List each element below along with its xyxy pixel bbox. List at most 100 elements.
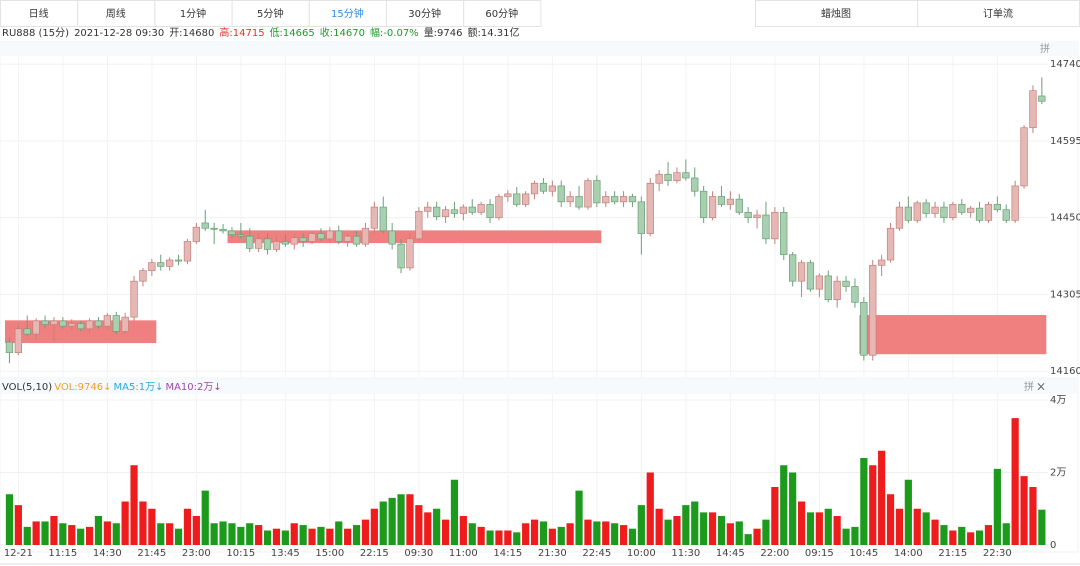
candle-body — [637, 201, 645, 234]
volume-bar — [50, 516, 58, 545]
volume-bar — [904, 479, 912, 545]
candle-body — [290, 237, 298, 245]
candle-body — [23, 328, 31, 335]
candle-body — [886, 227, 895, 261]
candle-body — [664, 173, 672, 181]
volume-bar — [219, 521, 227, 545]
panel-icon[interactable]: 拼 — [1024, 380, 1034, 393]
candle-body — [272, 241, 281, 250]
tab[interactable]: 订单流 — [917, 0, 1080, 27]
volume-bar — [566, 523, 574, 545]
candle-body — [210, 227, 218, 230]
volume-bar — [557, 526, 565, 545]
candle-body — [1002, 209, 1010, 221]
volume-bar — [726, 523, 734, 545]
y-tick-label: 14450 — [1050, 213, 1080, 224]
y-tick-label: 14305 — [1050, 289, 1080, 300]
volume-bar — [14, 505, 22, 545]
volume-bar — [504, 530, 512, 545]
volume-bar — [344, 528, 352, 545]
volume-bar — [522, 523, 530, 545]
volume-bar — [949, 530, 957, 545]
candle-body — [14, 328, 23, 353]
candle-body — [335, 230, 343, 242]
tab-background — [0, 0, 79, 27]
volume-bar — [602, 521, 610, 545]
tab[interactable]: 15分钟 — [308, 0, 387, 27]
volume-bar — [1002, 523, 1010, 545]
info-item: VOL(5,10) — [2, 382, 52, 393]
candle-body — [468, 206, 476, 213]
volume-bar — [450, 479, 459, 545]
candle-body — [459, 206, 467, 214]
candle-body — [619, 196, 628, 203]
candle-body — [699, 190, 708, 219]
x-tick-label: 22:45 — [582, 548, 611, 559]
volume-bar — [201, 490, 209, 545]
tab-background — [308, 0, 387, 27]
candle-body — [717, 196, 726, 205]
volume-bar — [637, 505, 645, 545]
x-tick-label: 11:30 — [671, 548, 700, 559]
candle-body — [566, 196, 574, 203]
tab-background — [77, 0, 156, 27]
candle-body — [646, 182, 654, 234]
volume-bar — [370, 508, 378, 545]
zone — [859, 315, 1047, 355]
volume-bar — [59, 523, 67, 545]
y-tick-label: 0 — [1050, 540, 1056, 551]
tab[interactable]: 1分钟 — [154, 0, 233, 27]
close-icon[interactable]: × — [1036, 380, 1046, 394]
panel-icon[interactable]: 拼 — [1040, 42, 1050, 55]
tab[interactable]: 60分钟 — [463, 0, 542, 27]
x-tick-label: 21:15 — [938, 548, 967, 559]
volume-bar — [379, 501, 387, 545]
candle-body — [691, 177, 699, 192]
candle-body — [940, 206, 948, 219]
x-tick-label: 22:30 — [983, 548, 1012, 559]
info-item: 2021-12-28 09:30 — [74, 28, 164, 39]
volume-bar — [397, 494, 405, 545]
volume-bar — [130, 465, 138, 545]
candle-body — [833, 280, 841, 301]
tab-background — [755, 0, 918, 27]
candle-body — [121, 316, 129, 332]
volume-bar — [424, 512, 432, 545]
volume-bar — [281, 530, 289, 545]
tab[interactable]: 30分钟 — [386, 0, 465, 27]
volume-bar — [166, 523, 174, 545]
volume-bar — [993, 468, 1001, 545]
volume-bar — [85, 526, 94, 545]
candle-body — [726, 198, 734, 205]
tab[interactable]: 周线 — [77, 0, 156, 27]
volume-bar — [922, 512, 930, 545]
candle-body — [949, 204, 957, 219]
x-tick-label: 23:00 — [182, 548, 211, 559]
candle-body — [788, 254, 797, 282]
y-tick-label: 14160 — [1050, 366, 1080, 377]
candle-body — [281, 241, 289, 245]
candle-body — [513, 193, 521, 205]
tab[interactable]: 5分钟 — [231, 0, 310, 27]
candle-body — [361, 227, 370, 245]
volume-panel-header — [0, 380, 1078, 394]
volume-bar — [824, 508, 832, 545]
tab[interactable]: 蜡烛图 — [755, 0, 918, 27]
tab[interactable]: 日线 — [0, 0, 79, 27]
candle-body — [1020, 127, 1028, 187]
volume-bar — [23, 526, 31, 545]
tab-label: 30分钟 — [408, 7, 441, 20]
candle-body — [477, 204, 485, 213]
candle-body — [762, 214, 770, 240]
volume-bar — [32, 521, 40, 545]
candle-body — [1029, 90, 1037, 129]
candle-body — [246, 235, 254, 249]
candle-body — [112, 315, 120, 332]
candle-body — [735, 198, 743, 213]
volume-bar — [833, 516, 841, 545]
candle-body — [59, 320, 67, 327]
info-item: 幅:-0.07% — [370, 26, 419, 39]
volume-bar — [174, 528, 183, 545]
candle-body — [5, 341, 14, 353]
